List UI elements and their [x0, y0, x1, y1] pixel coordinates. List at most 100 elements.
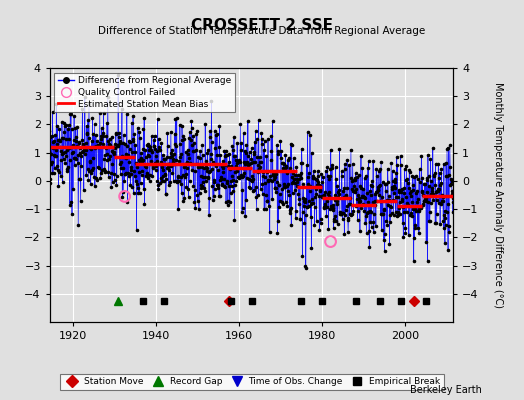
Point [216, 174, 225, 180]
Point [322, 213, 331, 220]
Point [47, 133, 56, 139]
Point [91, 143, 100, 149]
Point [204, 168, 213, 175]
Point [279, 180, 288, 187]
Point [104, 93, 112, 100]
Point [114, 141, 123, 148]
Point [424, 173, 433, 179]
Point [258, 180, 267, 187]
Point [368, 178, 376, 185]
Point [193, 128, 201, 134]
Point [256, 164, 265, 170]
Point [67, 110, 75, 117]
Point [249, 159, 258, 165]
Point [210, 177, 219, 183]
Point [321, 200, 329, 207]
Point [239, 165, 247, 172]
Point [367, 224, 376, 230]
Point [321, 204, 330, 210]
Point [183, 159, 191, 166]
Point [287, 140, 295, 147]
Point [101, 168, 109, 174]
Point [96, 136, 105, 142]
Point [275, 182, 283, 188]
Point [67, 199, 75, 205]
Point [82, 147, 90, 154]
Point [154, 186, 162, 192]
Point [125, 173, 133, 180]
Point [67, 144, 75, 150]
Point [313, 182, 321, 188]
Point [328, 165, 336, 171]
Point [341, 166, 349, 172]
Point [100, 155, 108, 162]
Point [392, 194, 400, 200]
Point [342, 207, 350, 214]
Point [356, 228, 364, 234]
Point [137, 172, 146, 178]
Point [119, 189, 127, 195]
Point [348, 186, 356, 192]
Point [304, 174, 312, 180]
Point [58, 134, 67, 141]
Point [438, 198, 446, 204]
Point [73, 160, 82, 166]
Point [335, 146, 344, 152]
Point [167, 163, 176, 170]
Point [383, 198, 391, 204]
Point [411, 225, 420, 232]
Point [412, 208, 420, 214]
Point [210, 186, 219, 192]
Point [291, 180, 299, 186]
Point [290, 175, 299, 182]
Point [268, 196, 276, 202]
Point [304, 181, 312, 187]
Point [194, 163, 203, 169]
Point [123, 142, 132, 149]
Point [84, 135, 93, 141]
Point [107, 161, 116, 168]
Point [182, 148, 190, 155]
Point [200, 184, 209, 191]
Point [298, 253, 307, 259]
Point [150, 142, 158, 149]
Point [68, 126, 76, 133]
Point [435, 170, 444, 176]
Point [350, 187, 358, 194]
Point [258, 136, 266, 142]
Point [52, 101, 61, 108]
Point [152, 158, 161, 164]
Point [232, 163, 241, 169]
Point [158, 164, 166, 170]
Point [306, 188, 314, 194]
Point [448, 191, 456, 198]
Point [384, 178, 392, 185]
Point [330, 217, 339, 224]
Point [438, 198, 446, 204]
Point [155, 147, 163, 154]
Point [439, 218, 447, 224]
Point [309, 200, 318, 206]
Point [308, 200, 316, 207]
Point [146, 144, 155, 150]
Point [359, 194, 368, 201]
Point [56, 138, 64, 144]
Point [222, 199, 230, 205]
Point [314, 181, 323, 188]
Point [184, 135, 193, 141]
Point [438, 192, 446, 198]
Point [400, 185, 408, 192]
Point [166, 178, 174, 185]
Point [185, 178, 194, 184]
Point [340, 231, 348, 237]
Point [407, 193, 415, 199]
Point [179, 198, 187, 204]
Point [410, 235, 419, 241]
Point [248, 177, 256, 184]
Point [106, 153, 115, 160]
Point [47, 151, 55, 158]
Point [263, 198, 271, 205]
Point [352, 203, 361, 209]
Point [167, 128, 175, 135]
Point [233, 140, 242, 146]
